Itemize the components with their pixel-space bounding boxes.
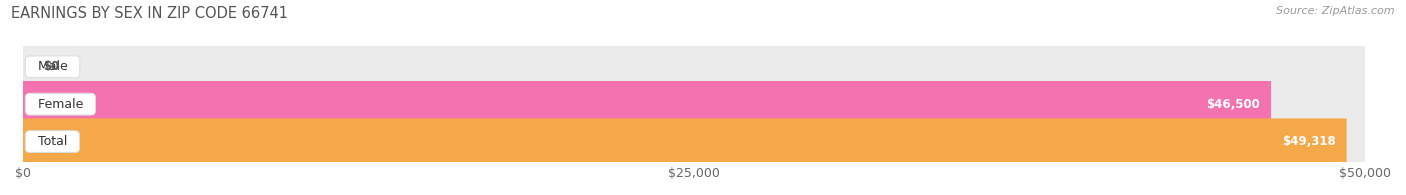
Text: $0: $0 [44,60,59,73]
Text: Total: Total [30,135,75,148]
Text: EARNINGS BY SEX IN ZIP CODE 66741: EARNINGS BY SEX IN ZIP CODE 66741 [11,6,288,21]
Text: Source: ZipAtlas.com: Source: ZipAtlas.com [1277,6,1395,16]
Text: $49,318: $49,318 [1282,135,1336,148]
Text: Female: Female [30,98,91,111]
FancyBboxPatch shape [22,77,1365,131]
FancyBboxPatch shape [22,40,1365,94]
FancyBboxPatch shape [22,118,1347,165]
FancyBboxPatch shape [22,115,1365,168]
FancyBboxPatch shape [22,81,1271,127]
Text: $46,500: $46,500 [1206,98,1260,111]
Text: Male: Male [30,60,76,73]
